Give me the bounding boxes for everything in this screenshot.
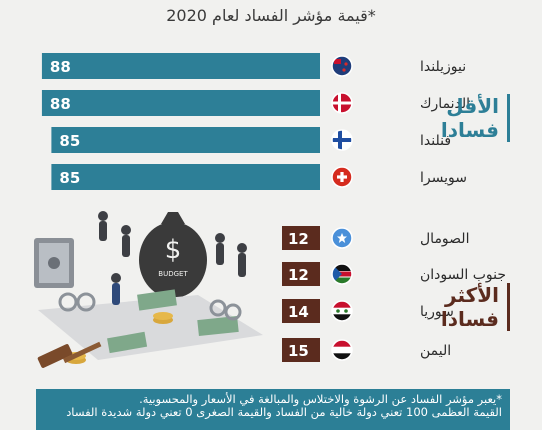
flag-star xyxy=(344,309,348,313)
bag-dollar-sign: $ xyxy=(165,235,182,265)
most-corrupt-group-label: الأكثر فسادا xyxy=(430,283,510,331)
category-label: سويسرا xyxy=(420,170,467,186)
safe-icon xyxy=(34,238,74,288)
flag-cross xyxy=(338,130,342,150)
bar xyxy=(51,164,321,190)
bar-value-label: 12 xyxy=(288,230,309,248)
flag-ring xyxy=(331,166,353,188)
flag-ring xyxy=(331,300,353,322)
money-bag-icon: $ BUDGET xyxy=(139,212,207,298)
bar-value-label: 15 xyxy=(288,342,309,360)
flag-triangle xyxy=(332,264,342,284)
footnote-line1: *يعبر مؤشر الفساد عن الرشوة والاختلاس وا… xyxy=(139,392,502,406)
denmark-flag xyxy=(332,93,352,113)
most-corrupt-label-line2: فسادا xyxy=(440,307,499,331)
new-zealand-flag xyxy=(332,56,352,76)
flag-ring xyxy=(331,55,353,77)
least-corrupt-label-line2: فسادا xyxy=(440,118,499,142)
bar-row: 12 جنوب السودان xyxy=(282,262,506,286)
bar-value-label: 85 xyxy=(59,132,80,150)
flag-ring xyxy=(331,129,353,151)
flag-stripe xyxy=(332,314,352,321)
bar xyxy=(282,299,320,323)
flag-ring xyxy=(331,227,353,249)
flag-cross xyxy=(332,101,352,105)
flag-stripe xyxy=(332,353,352,360)
category-label: الصومال xyxy=(420,231,469,247)
flag-ring xyxy=(331,92,353,114)
flag-stripe xyxy=(332,264,352,271)
bar-row: 88 نيوزيلندا xyxy=(41,53,466,79)
people-figures xyxy=(98,211,247,305)
bag-label: BUDGET xyxy=(158,270,188,278)
bar-row: 85 سويسرا xyxy=(51,164,467,190)
category-label: فنلندا xyxy=(420,133,451,149)
bar xyxy=(51,127,321,153)
category-label: جنوب السودان xyxy=(420,267,506,283)
flag-cross xyxy=(338,93,341,113)
chart-subtitle: *قيمة مؤشر الفساد لعام 2020 xyxy=(166,6,376,25)
handcuffs-icon xyxy=(58,292,242,321)
flag-star xyxy=(336,309,340,313)
bar-value-label: 12 xyxy=(288,266,309,284)
flag-ring xyxy=(331,263,353,285)
footnote-box: *يعبر مؤشر الفساد عن الرشوة والاختلاس وا… xyxy=(36,389,510,430)
bar xyxy=(41,53,321,79)
bar-row: 88 الدنمارك xyxy=(41,90,470,116)
flag-stripe xyxy=(332,277,352,284)
somalia-flag xyxy=(332,228,352,248)
category-label: اليمن xyxy=(420,343,451,359)
bar xyxy=(282,226,320,250)
category-label: نيوزيلندا xyxy=(420,59,466,75)
bar-value-label: 88 xyxy=(50,95,71,113)
flag-canton xyxy=(334,59,341,64)
flag-star xyxy=(342,68,346,72)
flag-stripe xyxy=(332,340,352,347)
finland-flag xyxy=(332,130,352,150)
bar xyxy=(41,90,321,116)
bar-value-label: 14 xyxy=(288,303,309,321)
banknote-icon xyxy=(107,289,239,354)
syria-flag xyxy=(332,301,352,321)
gavel-icon xyxy=(37,341,102,368)
category-label: الدنمارك xyxy=(420,96,470,112)
bar-value-label: 85 xyxy=(59,169,80,187)
bar xyxy=(282,338,320,362)
bar-row: 85 فنلندا xyxy=(51,127,451,153)
flag-stripe xyxy=(332,301,352,308)
least-corrupt-group-label: الأقل فسادا xyxy=(430,94,510,142)
bar-row: 12 الصومال xyxy=(282,226,469,250)
south-sudan-flag xyxy=(332,264,352,284)
floor-platform xyxy=(38,295,263,360)
switzerland-flag xyxy=(332,167,352,187)
footnote-line2: القيمة العظمى 100 تعني دولة خالية من الف… xyxy=(66,405,502,419)
bar-row: 14 سوريا xyxy=(282,299,454,323)
category-label: سوريا xyxy=(420,304,454,320)
flag-cross xyxy=(340,172,344,182)
flag-star xyxy=(337,233,347,243)
bar-value-label: 88 xyxy=(50,58,71,76)
bar-row: 15 اليمن xyxy=(282,338,451,362)
flag-star xyxy=(344,62,348,66)
least-corrupt-label-line1: الأقل xyxy=(446,94,499,118)
bar xyxy=(282,262,320,286)
corruption-illustration: $ BUDGET xyxy=(34,211,263,368)
flag-ring xyxy=(331,339,353,361)
yemen-flag xyxy=(332,340,352,360)
most-corrupt-label-line1: الأكثر xyxy=(445,283,499,307)
